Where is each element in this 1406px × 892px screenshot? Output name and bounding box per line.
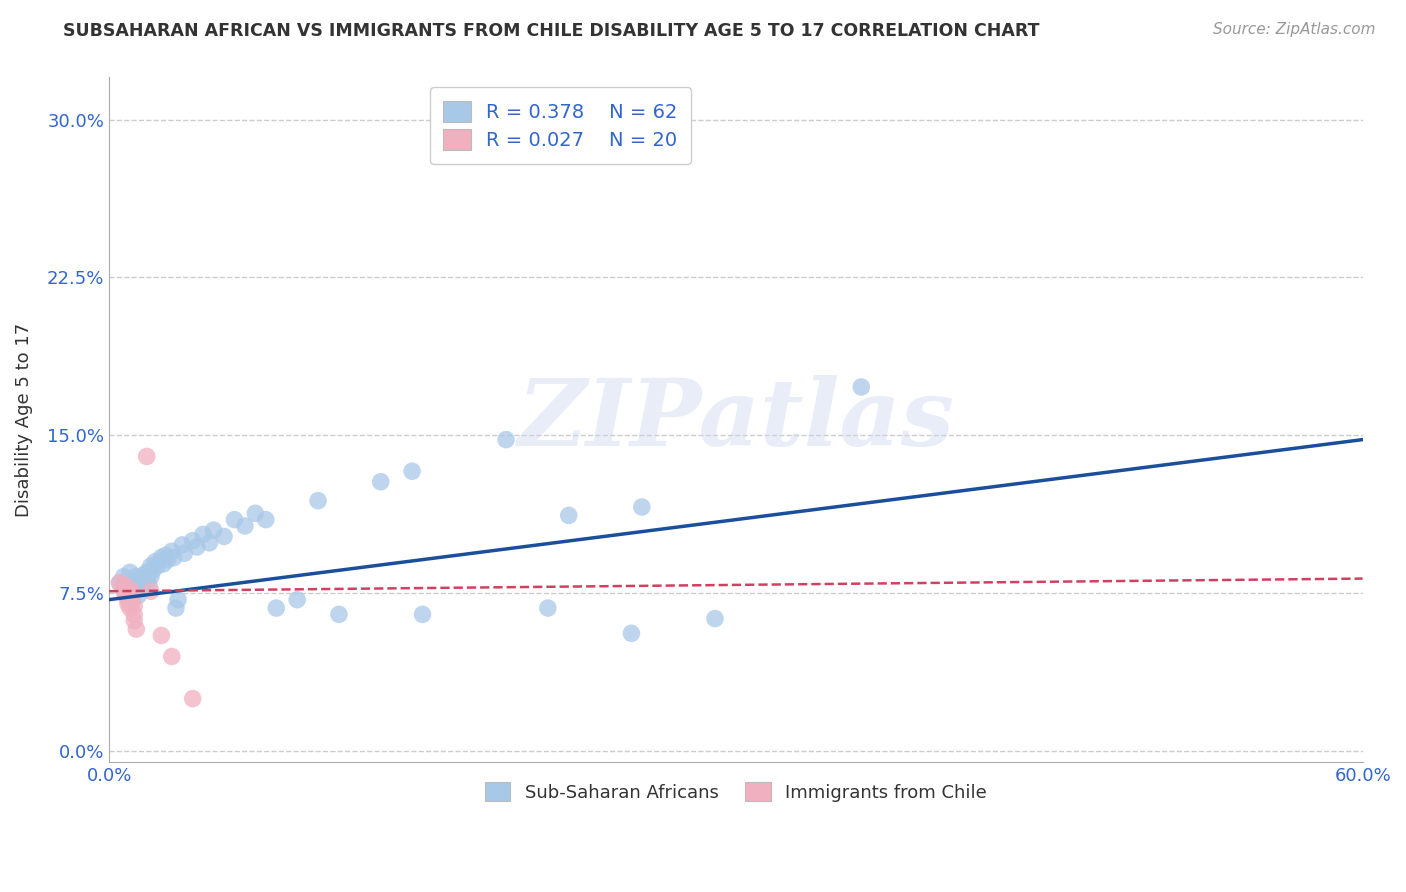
- Point: [122, 574, 145, 588]
- Legend: Sub-Saharan Africans, Immigrants from Chile: Sub-Saharan Africans, Immigrants from Ch…: [472, 769, 1000, 814]
- Point: [163, 550, 186, 565]
- Point: [146, 558, 169, 573]
- Point: [156, 552, 179, 566]
- Point: [631, 500, 654, 514]
- Point: [131, 575, 153, 590]
- Point: [495, 433, 517, 447]
- Point: [155, 549, 177, 563]
- Point: [139, 584, 162, 599]
- Point: [112, 584, 135, 599]
- Point: [118, 582, 141, 596]
- Point: [143, 555, 166, 569]
- Point: [328, 607, 350, 622]
- Point: [150, 628, 173, 642]
- Point: [401, 464, 423, 478]
- Point: [115, 580, 138, 594]
- Point: [135, 572, 157, 586]
- Point: [704, 611, 727, 625]
- Point: [121, 591, 143, 605]
- Y-axis label: Disability Age 5 to 17: Disability Age 5 to 17: [15, 323, 32, 516]
- Point: [181, 533, 204, 548]
- Point: [112, 578, 135, 592]
- Point: [160, 649, 183, 664]
- Point: [117, 592, 139, 607]
- Point: [172, 538, 194, 552]
- Point: [118, 578, 141, 592]
- Point: [135, 450, 157, 464]
- Point: [117, 597, 139, 611]
- Point: [121, 595, 143, 609]
- Point: [131, 582, 153, 596]
- Point: [135, 566, 157, 580]
- Point: [134, 567, 156, 582]
- Point: [181, 691, 204, 706]
- Point: [307, 493, 329, 508]
- Point: [122, 584, 145, 599]
- Point: [129, 572, 152, 586]
- Point: [173, 546, 195, 560]
- Text: SUBSAHARAN AFRICAN VS IMMIGRANTS FROM CHILE DISABILITY AGE 5 TO 17 CORRELATION C: SUBSAHARAN AFRICAN VS IMMIGRANTS FROM CH…: [63, 22, 1040, 40]
- Point: [224, 513, 246, 527]
- Point: [453, 112, 475, 127]
- Point: [167, 592, 190, 607]
- Point: [212, 529, 235, 543]
- Point: [112, 569, 135, 583]
- Point: [108, 575, 131, 590]
- Point: [127, 589, 149, 603]
- Point: [121, 584, 143, 599]
- Point: [122, 607, 145, 622]
- Point: [115, 589, 138, 603]
- Point: [127, 582, 149, 596]
- Point: [118, 566, 141, 580]
- Point: [254, 513, 277, 527]
- Point: [139, 569, 162, 583]
- Point: [134, 574, 156, 588]
- Point: [558, 508, 581, 523]
- Point: [108, 575, 131, 590]
- Point: [186, 540, 208, 554]
- Point: [150, 550, 173, 565]
- Text: ZIPatlas: ZIPatlas: [517, 375, 955, 465]
- Point: [121, 586, 143, 600]
- Point: [122, 614, 145, 628]
- Point: [264, 601, 287, 615]
- Point: [118, 601, 141, 615]
- Point: [537, 601, 560, 615]
- Point: [851, 380, 873, 394]
- Point: [142, 563, 165, 577]
- Point: [285, 592, 308, 607]
- Point: [202, 523, 225, 537]
- Point: [125, 622, 148, 636]
- Point: [233, 519, 256, 533]
- Point: [138, 578, 160, 592]
- Point: [125, 578, 148, 592]
- Point: [118, 591, 141, 605]
- Point: [620, 626, 643, 640]
- Point: [165, 601, 187, 615]
- Point: [125, 569, 148, 583]
- Point: [370, 475, 392, 489]
- Point: [117, 591, 139, 605]
- Text: Source: ZipAtlas.com: Source: ZipAtlas.com: [1212, 22, 1375, 37]
- Point: [411, 607, 433, 622]
- Point: [160, 544, 183, 558]
- Point: [152, 557, 174, 571]
- Point: [139, 558, 162, 573]
- Point: [129, 580, 152, 594]
- Point: [245, 506, 267, 520]
- Point: [191, 527, 214, 541]
- Point: [198, 536, 221, 550]
- Point: [122, 599, 145, 613]
